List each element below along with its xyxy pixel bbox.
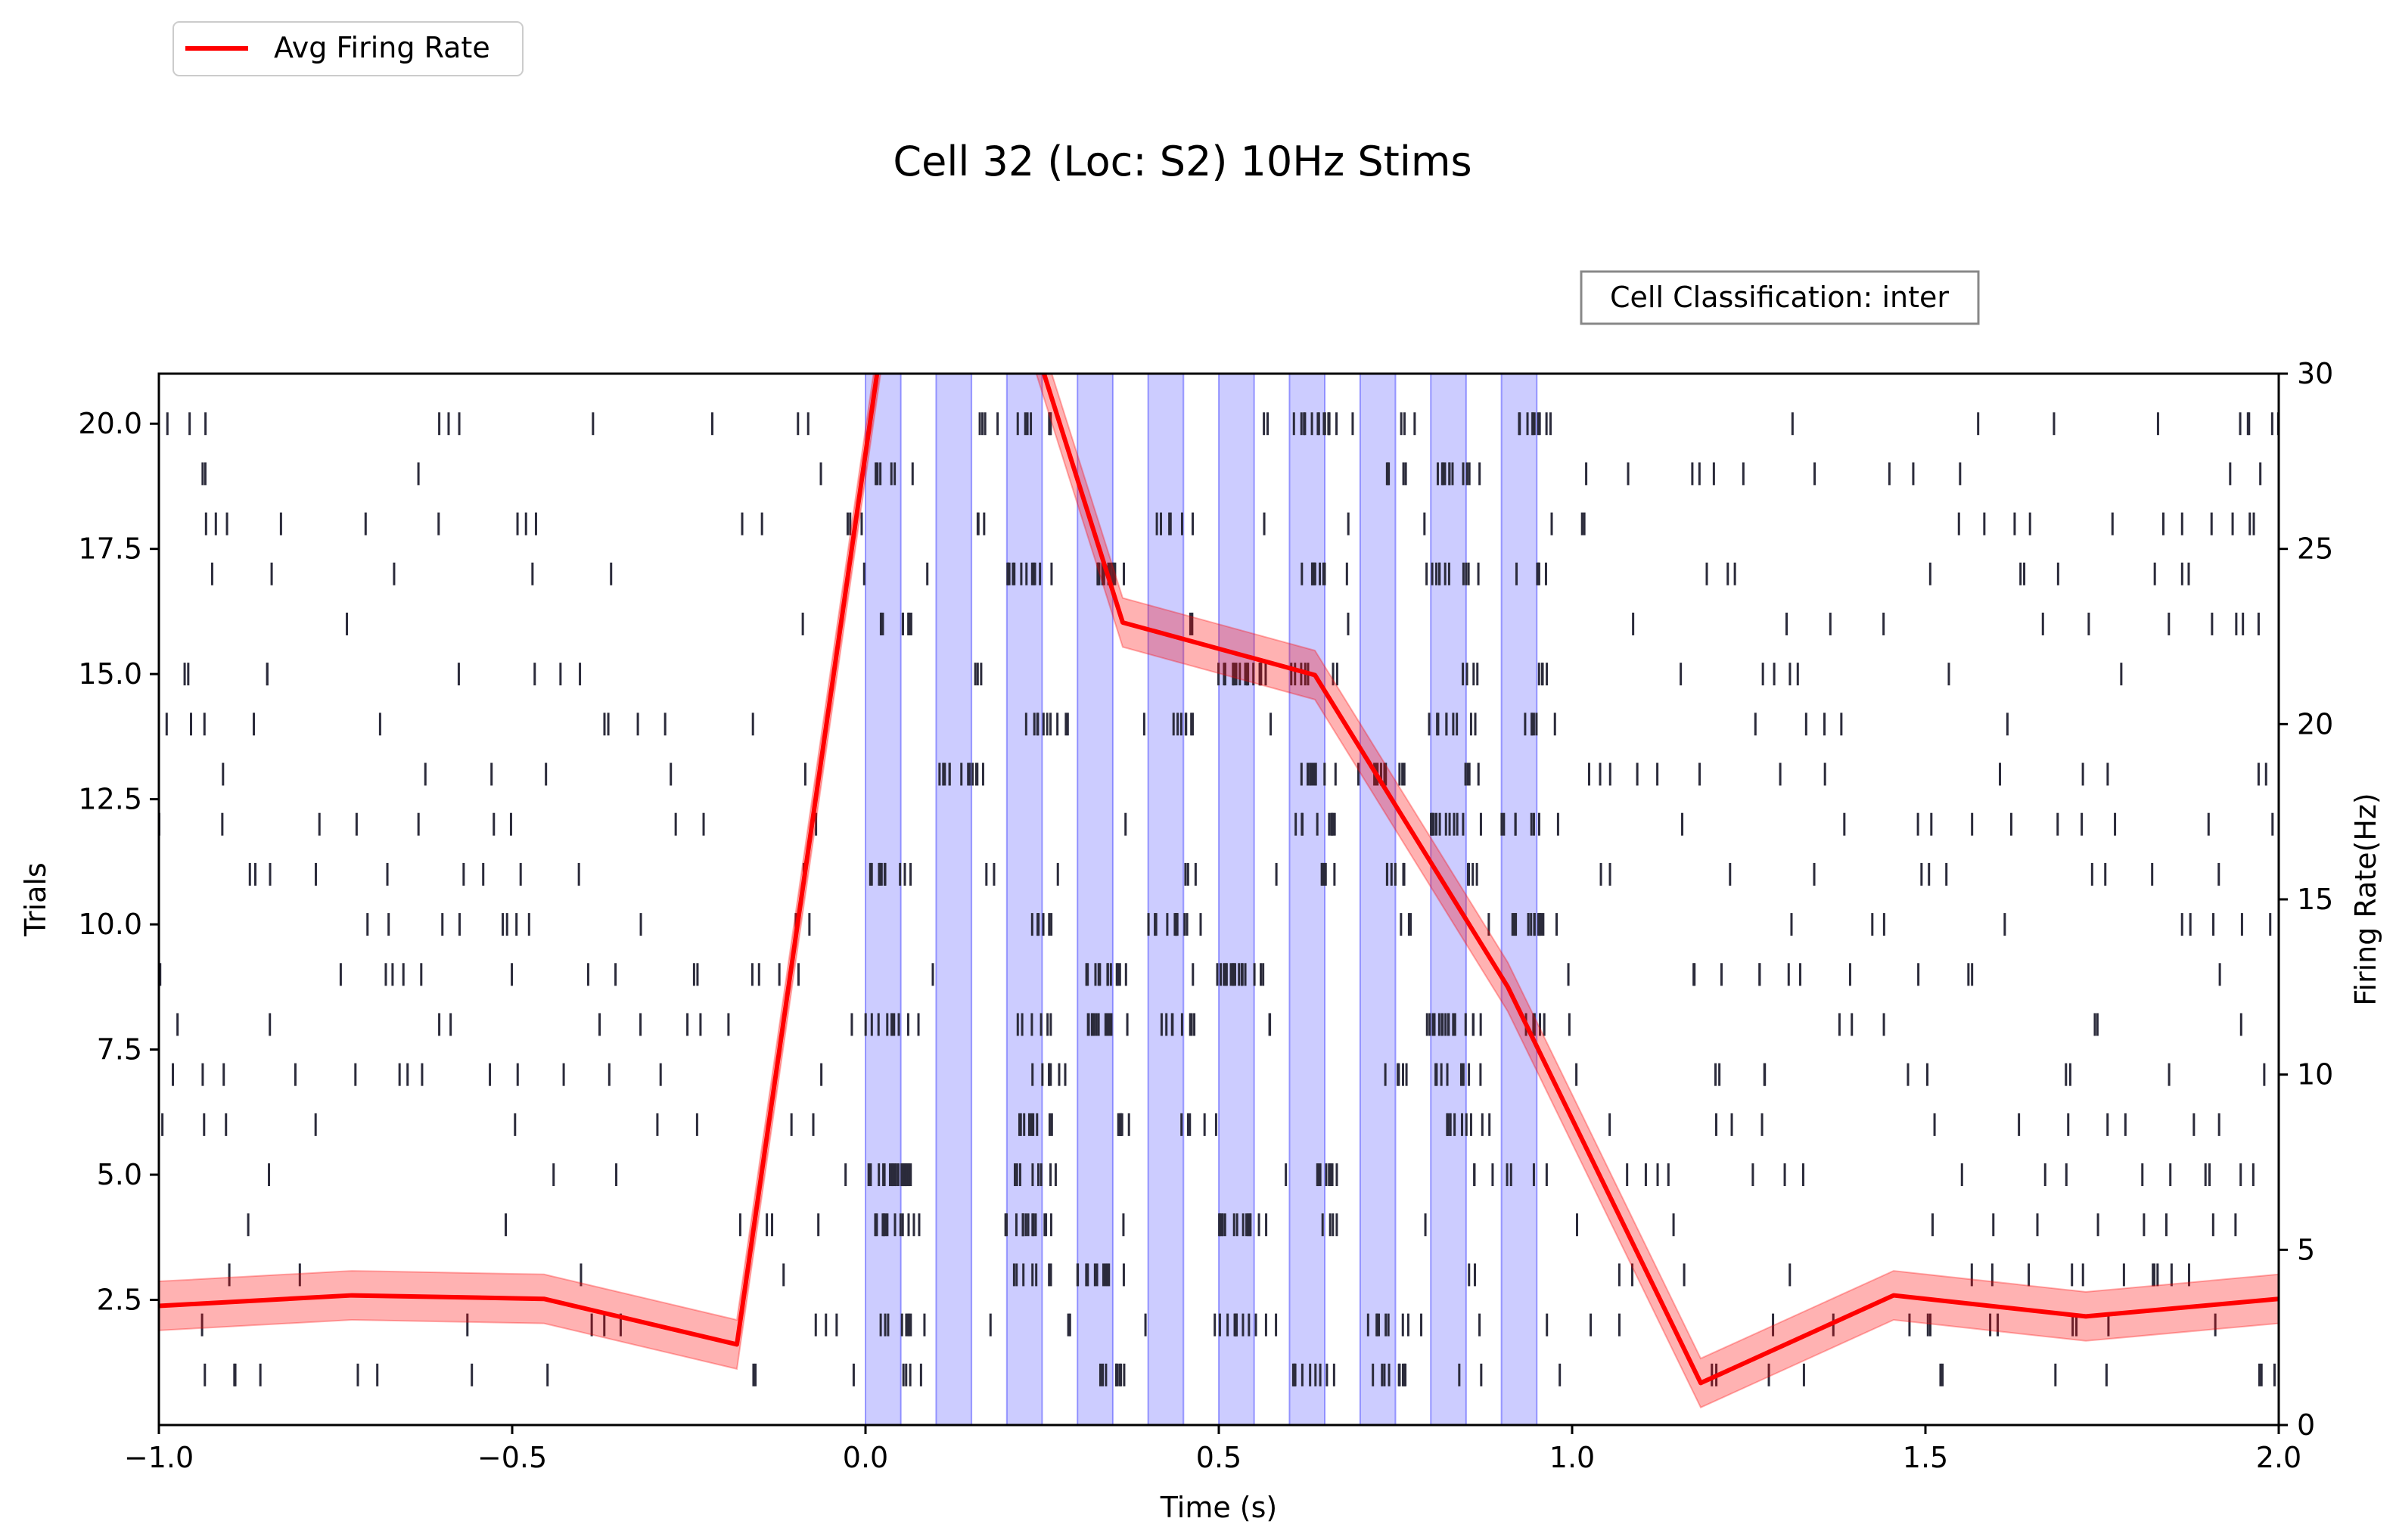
x-tick-label: 1.5 (1903, 1441, 1948, 1474)
firing-rate-error-band (159, 374, 2279, 1409)
y-right-axis-label: Firing Rate(Hz) (2349, 793, 2382, 1005)
y-left-tick-label: 17.5 (78, 532, 142, 566)
stim-window (1005, 374, 1043, 1425)
y-left-axis-label: Trials (19, 862, 52, 936)
x-tick-label: 1.0 (1549, 1441, 1595, 1474)
y-right-tick-label: 15 (2297, 883, 2333, 916)
y-right-tick-label: 10 (2297, 1058, 2333, 1091)
y-left-axis-ticks: 2.5 5.0 7.5 10.0 12.5 15.0 17.5 20.0 (78, 407, 159, 1317)
stim-window (1288, 374, 1326, 1425)
x-tick-label: −1.0 (124, 1441, 194, 1474)
y-right-tick-label: 5 (2297, 1233, 2315, 1266)
x-tick-label: 0.5 (1196, 1441, 1242, 1474)
stim-window (1218, 374, 1255, 1425)
x-tick-label: −0.5 (477, 1441, 547, 1474)
annotation-text: Cell Classification: inter (1610, 281, 1949, 314)
firing-rate-line (159, 374, 2279, 1386)
x-axis-ticks: −1.0 −0.5 0.0 0.5 1.0 1.5 2.0 (124, 1425, 2301, 1474)
x-axis-label: Time (s) (1160, 1491, 1278, 1524)
y-left-tick-label: 5.0 (97, 1158, 142, 1191)
y-right-tick-label: 30 (2297, 357, 2333, 390)
y-left-tick-label: 10.0 (78, 908, 142, 941)
stim-window (1430, 374, 1467, 1425)
x-tick-label: 0.0 (843, 1441, 888, 1474)
stim-window (1500, 374, 1538, 1425)
y-right-tick-label: 25 (2297, 532, 2333, 566)
stim-window (935, 374, 973, 1425)
x-tick-label: 2.0 (2256, 1441, 2301, 1474)
y-left-tick-label: 12.5 (78, 783, 142, 816)
legend: Avg Firing Rate (172, 21, 524, 76)
firing-rate-series (159, 374, 2279, 1409)
y-right-tick-label: 20 (2297, 707, 2333, 741)
stimulus-windows (865, 374, 1538, 1425)
stim-window (1147, 374, 1185, 1425)
stim-window (1077, 374, 1114, 1425)
y-left-tick-label: 2.5 (97, 1284, 142, 1317)
classification-annotation: Cell Classification: inter (1580, 270, 1980, 325)
y-left-tick-label: 15.0 (78, 657, 142, 691)
stim-window (865, 374, 902, 1425)
legend-frame (172, 21, 524, 76)
spike-raster (159, 412, 2279, 1386)
y-left-tick-label: 7.5 (97, 1033, 142, 1067)
y-right-axis-ticks: 0 5 10 15 20 25 30 (2279, 357, 2333, 1442)
y-right-tick-label: 0 (2297, 1408, 2315, 1442)
legend-series-label: Avg Firing Rate (274, 31, 490, 64)
stim-window (1359, 374, 1397, 1425)
chart-title: Cell 32 (Loc: S2) 10Hz Stims (893, 138, 1471, 185)
y-left-tick-label: 20.0 (78, 407, 142, 440)
annotation-box (1580, 270, 1980, 325)
